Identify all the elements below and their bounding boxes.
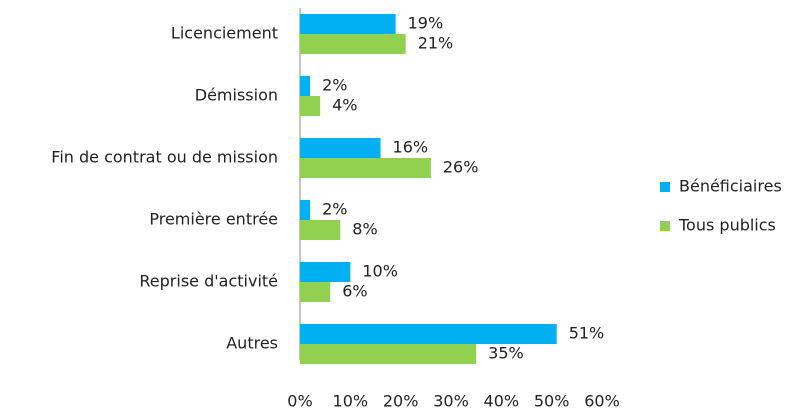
bar <box>300 96 321 116</box>
legend-label: Bénéficiaires <box>679 177 782 196</box>
y-tick-label: Fin de contrat ou de mission <box>51 148 278 167</box>
value-label: 19% <box>408 14 444 33</box>
value-label: 8% <box>352 220 377 239</box>
x-tick-label: 10% <box>333 392 369 408</box>
x-tick-label: 60% <box>584 392 620 408</box>
value-label: 10% <box>362 262 398 281</box>
bar <box>300 262 351 282</box>
x-tick-label: 50% <box>534 392 570 408</box>
value-label: 2% <box>322 76 347 95</box>
bar <box>300 138 381 158</box>
x-tick-label: 0% <box>287 392 312 408</box>
bar <box>300 76 311 96</box>
bar <box>300 158 431 178</box>
value-label: 26% <box>443 158 479 177</box>
legend-swatch <box>660 221 670 231</box>
value-label: 35% <box>488 344 524 363</box>
bar <box>300 324 557 344</box>
bar <box>300 344 477 364</box>
bar <box>300 34 406 54</box>
value-label: 16% <box>393 138 429 157</box>
value-label: 51% <box>569 324 605 343</box>
y-tick-label: Autres <box>226 334 278 353</box>
bar <box>300 282 331 302</box>
legend-swatch <box>660 182 670 192</box>
value-label: 21% <box>418 34 454 53</box>
y-tick-label: Reprise d'activité <box>139 272 278 291</box>
value-label: 6% <box>342 282 367 301</box>
x-tick-label: 30% <box>433 392 469 408</box>
bar <box>300 200 311 220</box>
bar <box>300 220 341 240</box>
y-tick-label: Première entrée <box>149 210 278 229</box>
x-tick-label: 20% <box>383 392 419 408</box>
legend-label: Tous publics <box>678 216 776 235</box>
y-tick-label: Licenciement <box>171 24 278 43</box>
bar <box>300 14 396 34</box>
x-tick-label: 40% <box>484 392 520 408</box>
value-label: 4% <box>332 96 357 115</box>
y-tick-label: Démission <box>195 86 278 105</box>
value-label: 2% <box>322 200 347 219</box>
